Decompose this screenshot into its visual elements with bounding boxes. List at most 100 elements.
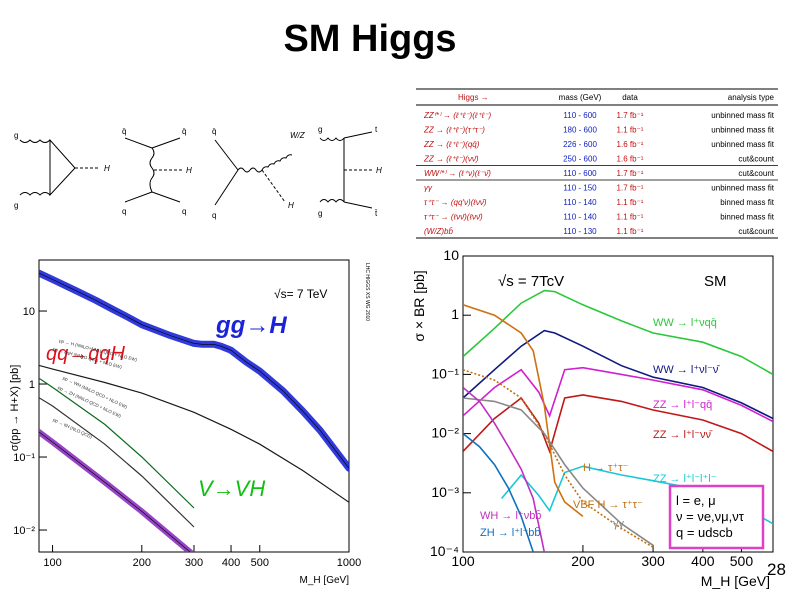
table-cell: 1.7 fb⁻¹: [617, 184, 644, 193]
series-label: γγ: [613, 518, 625, 530]
table-cell: 1.6 fb⁻¹: [617, 140, 644, 149]
y-axis-label: σ × BR [pb]: [411, 270, 427, 341]
y-tick-label: 10⁻¹: [13, 452, 35, 464]
x-tick-label: 500: [251, 557, 269, 569]
table-cell: 1.1 fb⁻¹: [617, 126, 644, 135]
table-cell: 1.7 fb⁻¹: [617, 169, 644, 178]
series-line-H → τ⁺τ⁻: [463, 304, 584, 518]
feynman-label: H: [104, 164, 110, 173]
table-cell: τ⁺τ⁻ → (qq′ν)(ℓνν̄): [424, 198, 487, 207]
y-tick-label: 1: [29, 379, 35, 391]
y-tick-label: 10⁻³: [431, 484, 459, 500]
series-line-γγ: [463, 397, 654, 546]
table-cell: 110 - 140: [563, 198, 597, 207]
feynman-label: q̄: [182, 127, 187, 136]
series-line-gg→H: [39, 272, 349, 469]
table-cell: 1.1 fb⁻¹: [617, 198, 644, 207]
feynman-label: H: [186, 166, 192, 175]
table-cell: unbinned mass fit: [711, 140, 774, 149]
side-note: LHC HIGGS XS WG 2010: [364, 263, 370, 321]
plot-frame: [462, 255, 774, 553]
series-line-ttH: [39, 431, 191, 552]
x-tick-label: 100: [451, 553, 475, 569]
slide-title: SM Higgs: [283, 18, 457, 60]
feynman-label: q̄: [212, 127, 217, 136]
x-tick-label: 400: [222, 557, 240, 569]
feynman-diagram-vbf: q̄ q̄ H q q: [122, 127, 192, 216]
table-header: Higgs →: [458, 93, 489, 102]
feynman-label: q̄: [122, 127, 127, 136]
legend-box: [668, 484, 765, 550]
series-band-gg→H: [39, 269, 349, 472]
series-label: ZZ → l⁺l⁻νν̄: [653, 429, 713, 441]
x-axis-label: M_H [GeV]: [300, 575, 350, 586]
series-line-WH: [39, 377, 195, 509]
table-cell: 110 - 600: [563, 169, 597, 178]
table-header: mass (GeV): [559, 93, 602, 102]
feynman-diagram-tth: g t H g t̄: [318, 125, 382, 218]
table-cell: 1.1 fb⁻¹: [617, 213, 644, 222]
table-cell: γγ: [424, 184, 433, 193]
table-cell: 1.1 fb⁻¹: [617, 227, 644, 236]
y-tick-label: 10: [443, 247, 459, 263]
y-tick-label: 10⁻²: [431, 425, 459, 441]
series-line-WW → l⁺νl⁻ν̄: [463, 329, 773, 420]
feynman-label: g: [14, 201, 18, 210]
table-cell: unbinned mass fit: [711, 126, 774, 135]
sqrt-s-label: √s = 7TcV: [498, 273, 564, 290]
y-tick-label: 10⁻⁴: [430, 543, 459, 559]
feynman-diagram-vh: q̄ W/Z H q: [212, 127, 306, 220]
x-tick-label: 500: [730, 553, 754, 569]
feynman-label: g: [318, 209, 322, 218]
feynman-label: q: [122, 207, 126, 216]
table-cell: τ⁺τ⁻ → (ℓνν̄)(ℓνν̄): [424, 213, 483, 222]
x-tick-label: 300: [641, 553, 665, 569]
series-group: [39, 269, 349, 552]
feynman-label: t̄: [374, 209, 378, 218]
series-line-qq→qqH: [39, 364, 349, 503]
chart-sigma-br: 100 200 300 400 500 10 1 10⁻¹ 10⁻² 10⁻³ 10⁻⁴ σ × BR…: [411, 247, 774, 589]
legend-text: ν = νe,νμ,ντ: [676, 509, 745, 524]
x-tick-label: 200: [133, 557, 151, 569]
series-label: WW → l⁺νqq̄: [653, 317, 717, 329]
x-tick-label: 1000: [337, 557, 361, 569]
series-line-ZH: [39, 397, 195, 528]
table-cell: unbinned mass fit: [711, 184, 774, 193]
table-cell: cut&count: [738, 169, 774, 178]
feynman-label: W/Z: [290, 131, 306, 140]
sqrt-s-label: √s= 7 TeV: [274, 287, 327, 301]
channel-table: Higgs → mass (GeV) data analysis type ZZ⁽*⁾ …: [416, 88, 778, 239]
y-tick-label: 10⁻²: [13, 525, 35, 537]
legend-text: l = e, μ: [676, 493, 716, 508]
feynman-label: g: [318, 125, 322, 134]
table-cell: cut&count: [738, 155, 774, 164]
table-cell: 250 - 600: [563, 155, 597, 164]
y-tick-label: 10: [23, 306, 35, 318]
table-cell: (W/Z)bb̄: [424, 227, 453, 236]
table-cell: ZZ → (ℓ⁺ℓ⁻)(νν̄): [423, 155, 479, 164]
feynman-diagram-ggH: g g H: [14, 131, 110, 210]
series-label: VBF H → τ⁺τ⁻: [573, 499, 643, 511]
page-number: 28: [767, 560, 786, 579]
series-label: ZZ → l⁺l⁻qq̄: [653, 399, 712, 411]
label-gg-to-h: gg→H: [215, 312, 287, 339]
table-cell: 1.6 fb⁻¹: [617, 155, 644, 164]
table-cell: unbinned mass fit: [711, 111, 774, 120]
table-header: data: [622, 93, 638, 102]
table-cell: ZZ → (ℓ⁺ℓ⁻)(qq̄): [423, 140, 480, 149]
legend-text: q = udscb: [676, 525, 733, 540]
table-cell: ZZ⁽*⁾ → (ℓ⁺ℓ⁻)(ℓ⁺ℓ⁻): [423, 111, 491, 120]
feynman-label: q: [212, 211, 216, 220]
series-line-ZZ → l⁺l⁻qq̄: [463, 366, 773, 423]
series-label: ZZ → l⁺l⁻l⁺l⁻: [653, 473, 717, 485]
table-cell: 110 - 140: [563, 213, 597, 222]
table-cell: binned mass fit: [720, 213, 775, 222]
y-tick-label: 1: [451, 306, 459, 322]
series-label: ZH → l⁺l⁻bb̄: [480, 526, 541, 539]
table-cell: binned mass fit: [720, 198, 775, 207]
x-tick-label: 100: [43, 557, 61, 569]
series-group: [463, 289, 773, 552]
series-band-ttH: [39, 429, 195, 552]
series-label: WH → l⁺νbb̄: [480, 509, 541, 522]
